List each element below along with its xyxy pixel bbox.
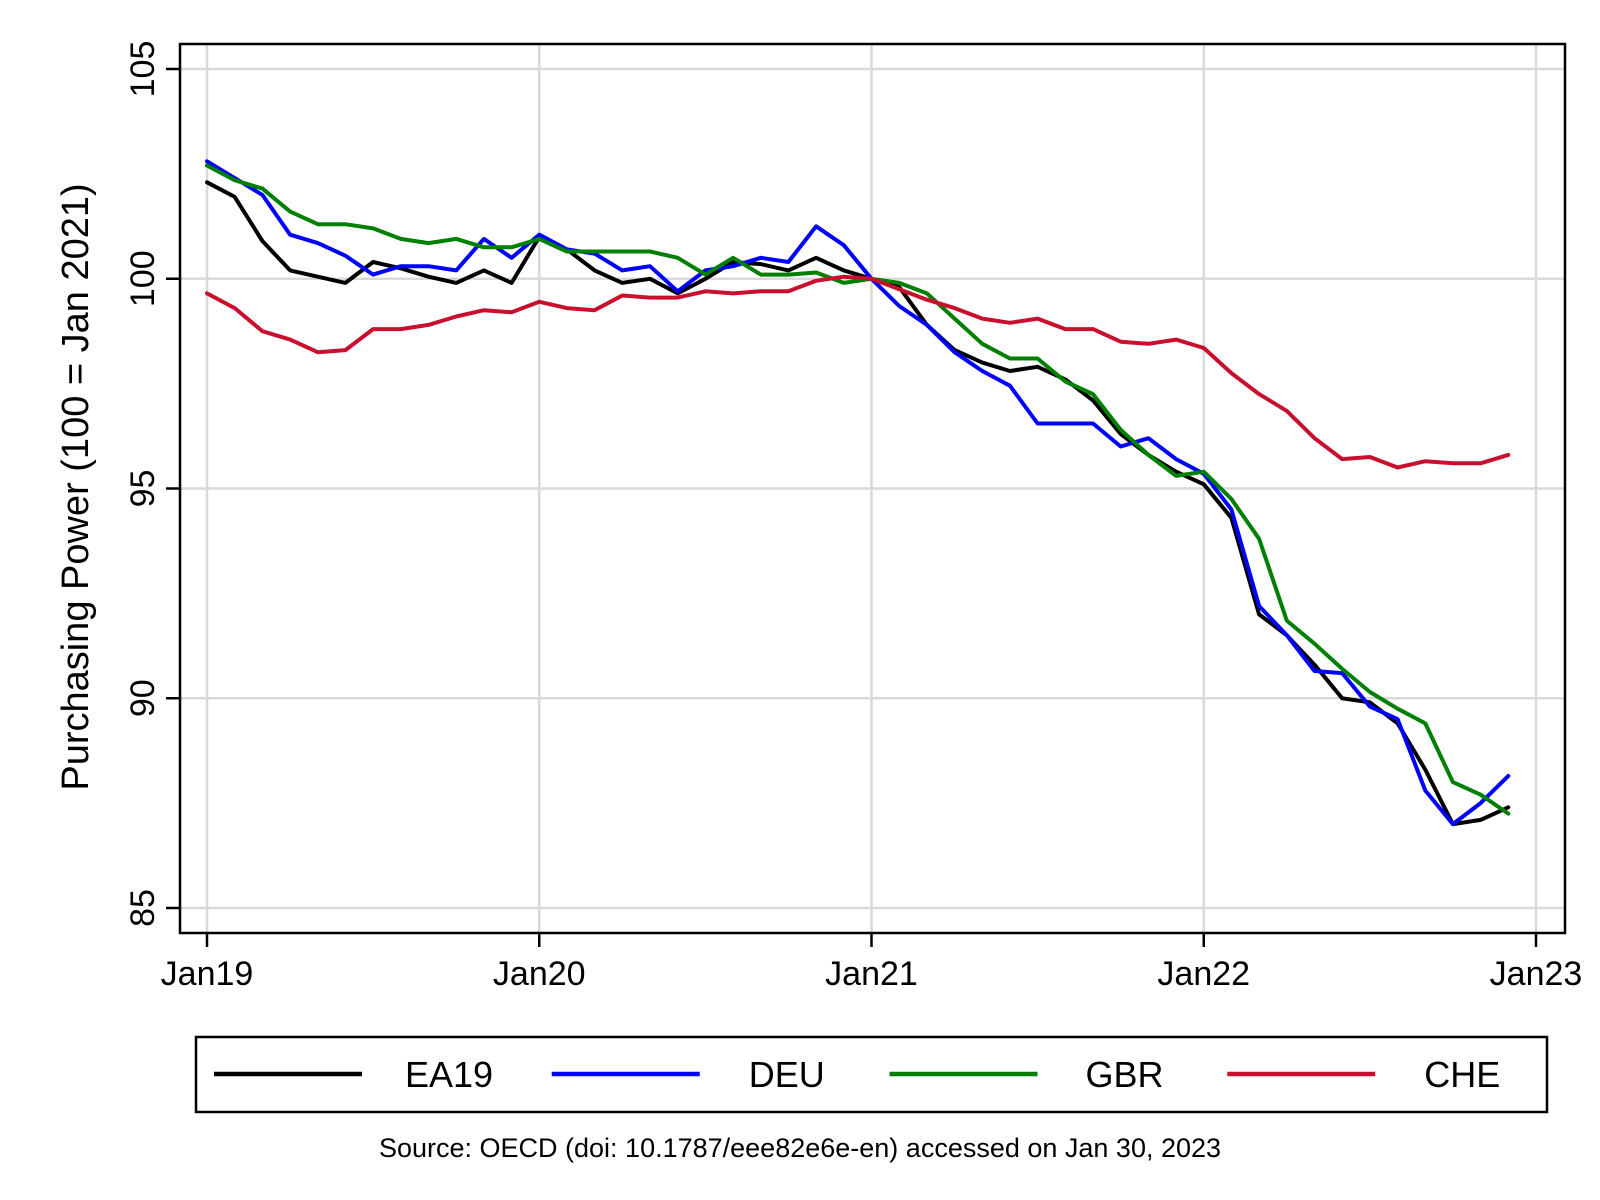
y-tick-label: 100	[124, 250, 162, 307]
x-tick-label: Jan20	[493, 955, 586, 993]
legend: EA19 DEU GBR CHE	[194, 1035, 1549, 1114]
x-tick-label: Jan22	[1157, 955, 1250, 993]
legend-label-ea19: EA19	[405, 1054, 493, 1095]
legend-label-che: CHE	[1424, 1054, 1500, 1095]
y-axis-title: Purchasing Power (100 = Jan 2021)	[55, 183, 97, 790]
series-line-gbr	[205, 163, 1511, 816]
y-tick-label: 95	[124, 470, 162, 508]
x-tick-label: Jan19	[161, 955, 254, 993]
x-tick-label: Jan23	[1490, 955, 1583, 993]
source-note: Source: OECD (doi: 10.1787/eee82e6e-en) …	[379, 1133, 1221, 1163]
legend-box	[194, 1035, 1549, 1114]
y-tick-label: 85	[124, 889, 162, 927]
series-line-deu	[205, 159, 1511, 827]
axes: 85 90 95 100 105 Jan19 Jan20 Jan21 Jan22 Jan23	[124, 41, 1582, 993]
series-lines	[205, 159, 1511, 827]
x-tick-label: Jan21	[825, 955, 918, 993]
y-tick-label: 105	[124, 41, 162, 98]
grid	[180, 44, 1565, 933]
legend-label-gbr: GBR	[1085, 1054, 1163, 1095]
series-line-che	[205, 274, 1511, 470]
legend-label-deu: DEU	[749, 1054, 825, 1095]
y-tick-label: 90	[124, 679, 162, 717]
